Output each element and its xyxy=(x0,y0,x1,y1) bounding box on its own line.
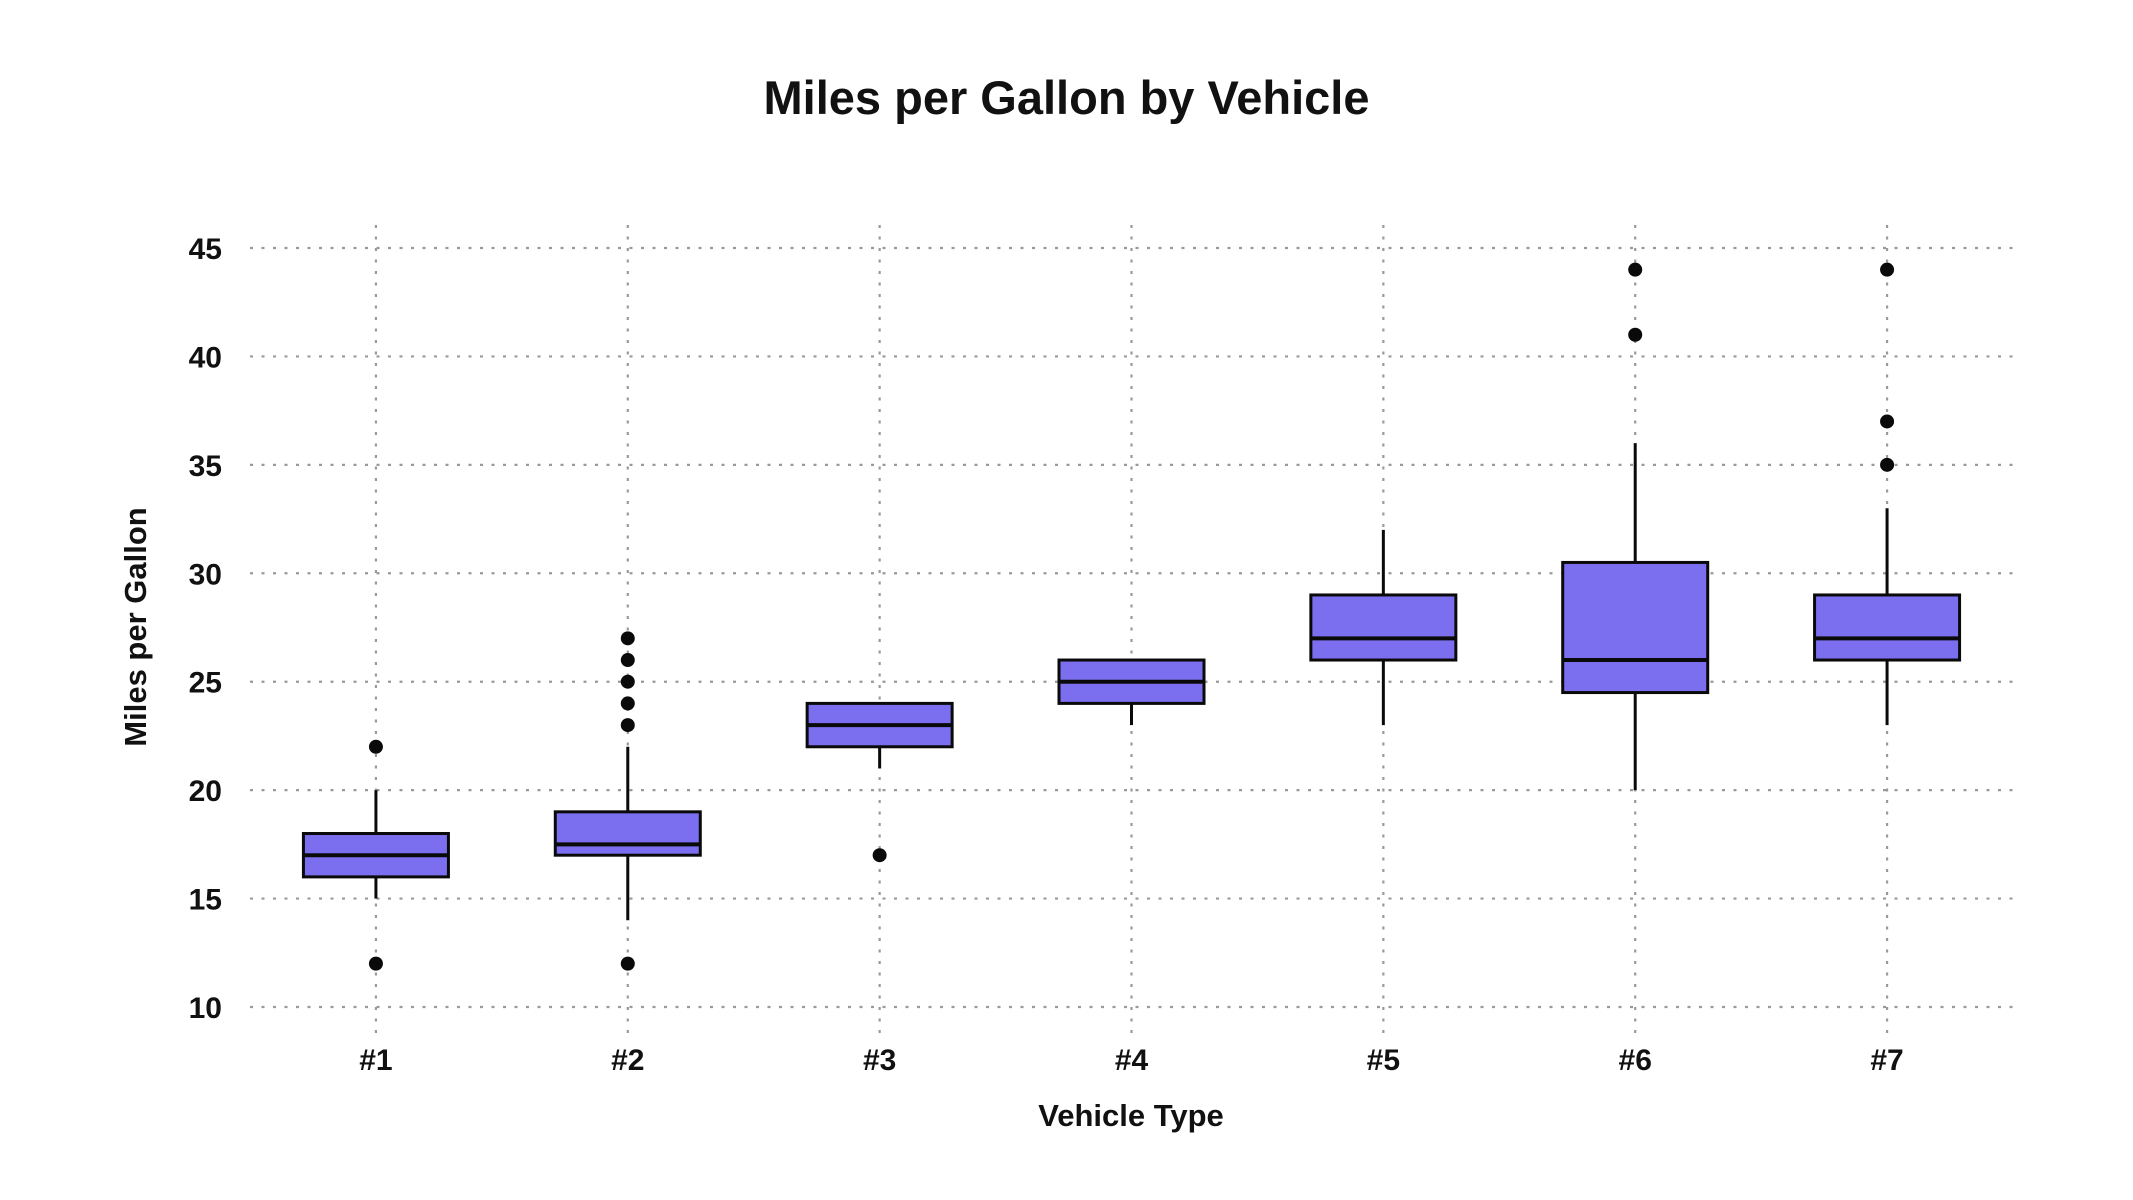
outlier-dot-37 xyxy=(1880,414,1895,429)
box-#2 xyxy=(553,631,702,971)
outlier-dot-22 xyxy=(368,739,383,754)
box-#5 xyxy=(1309,529,1458,726)
box-#3 xyxy=(805,701,954,863)
outlier-dot-25 xyxy=(620,674,635,689)
outlier-dot-35 xyxy=(1880,457,1895,472)
iqr-box xyxy=(1813,593,1962,662)
x-tick-label-4: #4 xyxy=(1115,1044,1149,1077)
chart-title: Miles per Gallon by Vehicle xyxy=(763,71,1370,124)
y-tick-label-10: 10 xyxy=(189,992,222,1025)
outlier-dot-27 xyxy=(620,631,635,646)
outlier-dot-12 xyxy=(620,956,635,971)
box-#6 xyxy=(1561,262,1710,791)
y-tick-label-45: 45 xyxy=(189,233,222,266)
x-tick-label-1: #1 xyxy=(359,1044,392,1077)
y-tick-label-40: 40 xyxy=(189,341,222,374)
x-tick-label-5: #5 xyxy=(1367,1044,1400,1077)
iqr-box xyxy=(1561,560,1710,695)
outlier-dot-12 xyxy=(368,956,383,971)
x-tick-label-6: #6 xyxy=(1619,1044,1652,1077)
y-tick-label-30: 30 xyxy=(189,558,222,591)
y-tick-label-20: 20 xyxy=(189,775,222,808)
x-tick-label-3: #3 xyxy=(863,1044,896,1077)
box-#7 xyxy=(1813,262,1962,726)
iqr-box xyxy=(1309,593,1458,662)
y-tick-label-35: 35 xyxy=(189,450,222,483)
y-tick-label-25: 25 xyxy=(189,667,222,700)
outlier-dot-44 xyxy=(1880,262,1895,277)
box-#4 xyxy=(1057,658,1206,726)
outlier-dot-24 xyxy=(620,696,635,711)
x-axis-title: Vehicle Type xyxy=(1038,1098,1224,1133)
box-#1 xyxy=(301,739,450,971)
outlier-dot-17 xyxy=(872,848,887,863)
y-tick-label-15: 15 xyxy=(189,884,222,917)
outlier-dot-26 xyxy=(620,653,635,668)
x-tick-label-7: #7 xyxy=(1870,1044,1903,1077)
outlier-dot-23 xyxy=(620,718,635,733)
outlier-dot-44 xyxy=(1628,262,1643,277)
iqr-box xyxy=(553,810,702,857)
outlier-dot-41 xyxy=(1628,327,1643,342)
x-tick-label-2: #2 xyxy=(611,1044,644,1077)
